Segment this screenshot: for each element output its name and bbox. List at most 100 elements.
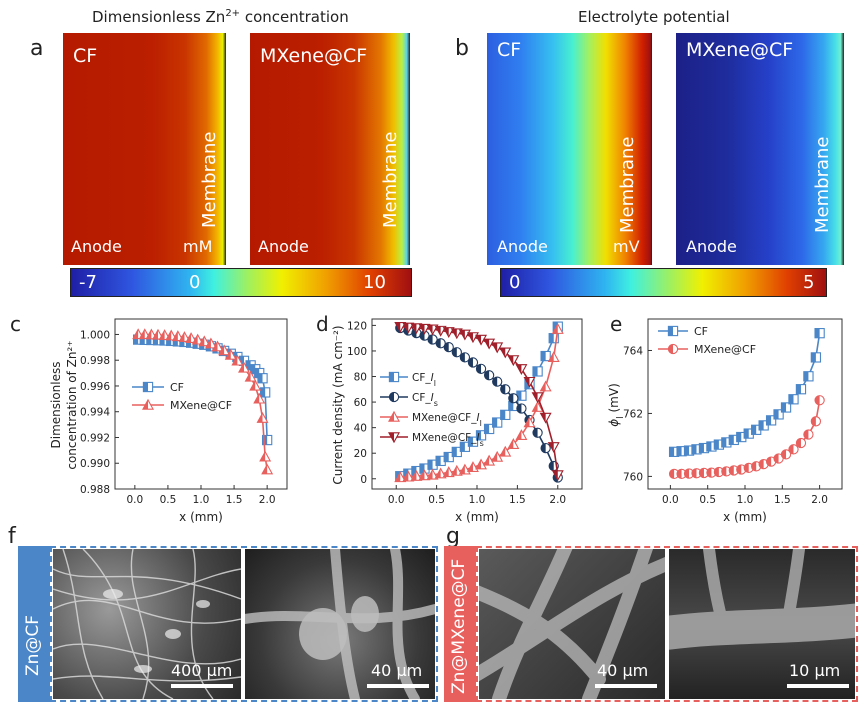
data-point-fill: [684, 468, 690, 479]
scale-bar: [367, 684, 429, 688]
data-point-fill: [476, 430, 482, 440]
legend-label: MXene@CF: [170, 399, 232, 412]
data-point-fill: [706, 441, 712, 452]
data-point-fill: [691, 444, 697, 454]
data-point-fill: [781, 402, 787, 413]
y-tick-label: 0.988: [80, 484, 110, 496]
cf-concentration-map: CF Membrane Anode mM: [63, 33, 226, 265]
panel-letter: e: [610, 312, 622, 336]
data-point-fill: [744, 428, 749, 439]
data-point-fill: [691, 468, 697, 478]
data-point-fill: [759, 459, 764, 469]
panel-b-letter: b: [455, 36, 469, 61]
data-point-fill: [443, 467, 449, 477]
y-tick-label: 100: [347, 346, 367, 358]
data-point-fill: [706, 468, 712, 478]
x-tick-label: 1.5: [509, 494, 526, 506]
data-point-fill: [160, 335, 165, 346]
panel-a-letter: a: [30, 36, 44, 61]
data-point-fill: [452, 347, 457, 357]
data-point-fill: [451, 328, 457, 339]
legend-label-sub: s: [480, 439, 484, 448]
data-point-fill: [427, 325, 433, 335]
data-point-fill: [476, 364, 482, 374]
data-point-fill: [140, 335, 145, 345]
concentration-colorbar: -7 0 10: [70, 268, 412, 297]
fiber-texture: [245, 549, 435, 699]
data-point-fill: [452, 447, 457, 457]
data-point-fill: [676, 446, 682, 456]
data-point-fill: [245, 371, 251, 382]
map-label-anode: Anode: [71, 237, 122, 256]
legend-label-main: CF_: [412, 372, 431, 384]
data-point-fill: [419, 470, 425, 480]
legend-label: MXene@CF_Is: [412, 432, 484, 448]
legend-label-main: MXene@CF_: [412, 432, 477, 444]
data-point-fill: [549, 461, 554, 471]
data-point-fill: [773, 409, 779, 419]
x-tick-label: 2.0: [811, 494, 828, 506]
series-CF: [668, 328, 825, 458]
x-tick-label: 2.0: [549, 494, 566, 506]
data-point-fill: [751, 425, 757, 435]
data-point-fill: [257, 413, 263, 423]
data-point-fill: [699, 468, 704, 478]
y-axis-label-line2: concentration of Zn²⁺: [65, 340, 79, 469]
data-point-fill: [468, 357, 473, 368]
series-MXene@CF: [668, 395, 825, 480]
legend-label: CF: [170, 381, 184, 394]
legend-label-italic: I: [476, 412, 479, 424]
y-axis-label-text: Current density (mA cm⁻²): [331, 325, 345, 484]
legend-marker-fill: [389, 392, 394, 402]
data-point-fill: [815, 395, 820, 405]
y-tick-label: 0.998: [80, 355, 110, 367]
data-point-fill: [444, 452, 449, 462]
colorbar-max: 5: [803, 272, 815, 293]
scale-bar: [171, 684, 233, 688]
x-axis-label: x (mm): [723, 510, 767, 524]
y-axis-label-text: ϕl (mV): [607, 383, 626, 427]
scale-bar: [595, 684, 657, 688]
data-point-fill: [699, 443, 704, 453]
y-tick-label: 60: [354, 397, 367, 409]
mxene-concentration-map: MXene@CF Membrane Anode: [250, 33, 410, 265]
data-point-fill: [541, 351, 546, 361]
potential-colorbar: 0 5: [500, 268, 827, 297]
data-point-fill: [773, 453, 779, 464]
data-point-fill: [484, 370, 490, 380]
y-tick-label: 1.000: [80, 329, 110, 341]
data-point: [540, 350, 551, 362]
map-label-unit: mV: [613, 237, 640, 256]
y-axis-label: Current density (mA cm⁻²): [331, 325, 345, 484]
data-point-fill: [411, 466, 417, 476]
data-point: [803, 371, 814, 382]
cf-potential-map: CF Membrane Anode mV: [487, 33, 652, 265]
panel-g-side-label: Zn@MXene@CF: [449, 558, 469, 694]
x-tick-label: 1.0: [469, 494, 486, 506]
data-point-fill: [475, 459, 482, 469]
data-point-fill: [419, 331, 425, 341]
data-point-fill: [475, 335, 482, 345]
data-point-fill: [811, 352, 816, 363]
data-point-fill: [552, 470, 558, 480]
data-point-fill: [759, 420, 764, 431]
data-point-fill: [524, 417, 530, 427]
chart-e-svg: e 0.0 0.5 1.0 1.5 2.0 760 762 764 x (mm) ϕl (mV) CF…: [607, 312, 843, 524]
colorbar-min: 0: [509, 272, 521, 293]
data-point-fill: [524, 377, 530, 387]
data-point-fill: [736, 464, 742, 475]
data-point-fill: [508, 355, 514, 365]
fiber-texture: [669, 549, 855, 650]
data-point-fill: [796, 438, 801, 448]
colorbar-max: 10: [363, 272, 386, 293]
x-tick-label: 0.5: [160, 494, 177, 506]
series-MXene@CF_I_l: [394, 323, 564, 483]
y-axis-label-sub: l: [616, 416, 626, 419]
data-point-fill: [133, 329, 139, 339]
x-tick-label: 1.5: [774, 494, 791, 506]
data-point-fill: [435, 326, 441, 336]
data-point-fill: [436, 338, 441, 348]
chart-c-svg: c 0.0 0.5 1.0 1.5 2.0 0.988 0.990 0.992 0.994 0.99…: [10, 312, 288, 524]
sem-image-zn-mxene-low-mag: 40 μm: [479, 549, 665, 699]
data-point-fill: [436, 456, 441, 466]
